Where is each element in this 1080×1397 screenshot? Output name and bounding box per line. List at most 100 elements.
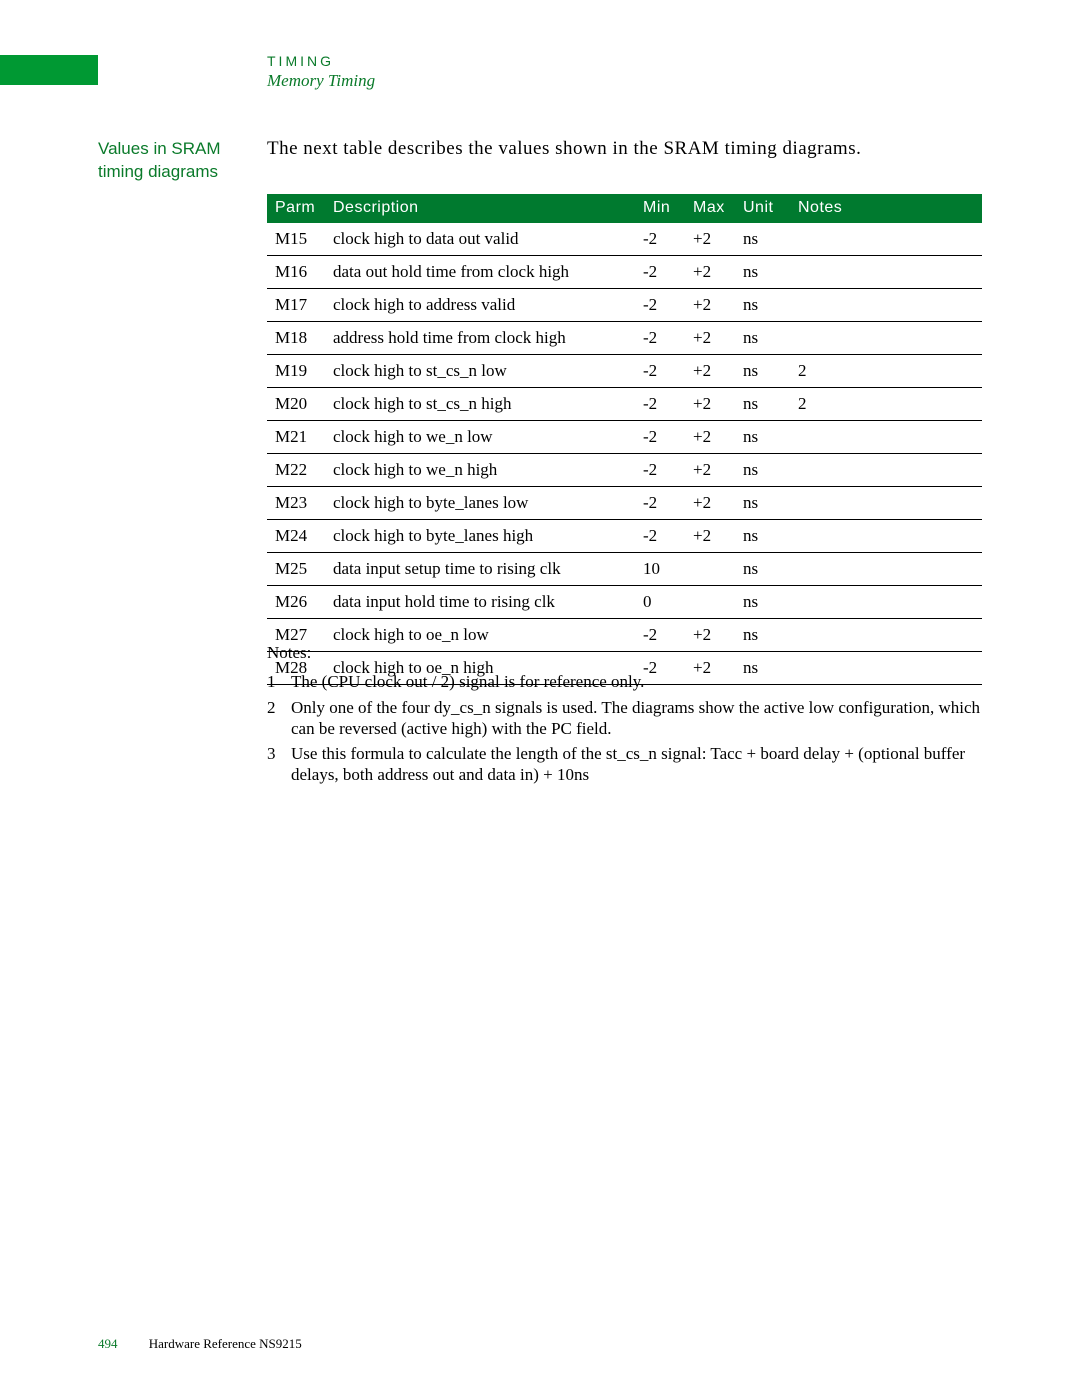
col-header-parm: Parm [267, 194, 325, 223]
cell-notes [790, 487, 982, 520]
cell-desc: clock high to data out valid [325, 223, 635, 256]
cell-min: -2 [635, 289, 685, 322]
cell-max [685, 586, 735, 619]
header-category: TIMING [267, 53, 375, 69]
cell-min: -2 [635, 355, 685, 388]
note-text: Use this formula to calculate the length… [291, 743, 982, 786]
note-item: 2Only one of the four dy_cs_n signals is… [267, 697, 982, 740]
footer-doc-title: Hardware Reference NS9215 [149, 1336, 302, 1351]
cell-parm: M26 [267, 586, 325, 619]
note-number: 3 [267, 743, 291, 786]
table-row: M23clock high to byte_lanes low-2+2ns [267, 487, 982, 520]
table-row: M24clock high to byte_lanes high-2+2ns [267, 520, 982, 553]
cell-parm: M19 [267, 355, 325, 388]
cell-parm: M21 [267, 421, 325, 454]
cell-min: -2 [635, 421, 685, 454]
col-header-min: Min [635, 194, 685, 223]
table-header-row: Parm Description Min Max Unit Notes [267, 194, 982, 223]
cell-unit: ns [735, 388, 790, 421]
cell-unit: ns [735, 256, 790, 289]
cell-min: -2 [635, 223, 685, 256]
footer: 494 Hardware Reference NS9215 [98, 1336, 302, 1352]
cell-max: +2 [685, 520, 735, 553]
cell-desc: data out hold time from clock high [325, 256, 635, 289]
cell-unit: ns [735, 487, 790, 520]
table-row: M22clock high to we_n high-2+2ns [267, 454, 982, 487]
cell-unit: ns [735, 322, 790, 355]
table-row: M20clock high to st_cs_n high-2+2ns2 [267, 388, 982, 421]
cell-parm: M20 [267, 388, 325, 421]
cell-max: +2 [685, 454, 735, 487]
cell-min: -2 [635, 256, 685, 289]
cell-desc: clock high to byte_lanes low [325, 487, 635, 520]
note-text: Only one of the four dy_cs_n signals is … [291, 697, 982, 740]
cell-unit: ns [735, 454, 790, 487]
cell-notes [790, 256, 982, 289]
page: TIMING Memory Timing Values in SRAM timi… [0, 0, 1080, 1397]
col-header-max: Max [685, 194, 735, 223]
section-side-heading: Values in SRAM timing diagrams [98, 138, 248, 184]
cell-max: +2 [685, 223, 735, 256]
cell-desc: clock high to st_cs_n low [325, 355, 635, 388]
cell-notes [790, 223, 982, 256]
header-subtitle: Memory Timing [267, 71, 375, 91]
table-row: M16data out hold time from clock high-2+… [267, 256, 982, 289]
cell-max: +2 [685, 487, 735, 520]
cell-min: 0 [635, 586, 685, 619]
cell-unit: ns [735, 553, 790, 586]
col-header-desc: Description [325, 194, 635, 223]
cell-notes [790, 421, 982, 454]
table-row: M19clock high to st_cs_n low-2+2ns2 [267, 355, 982, 388]
cell-parm: M23 [267, 487, 325, 520]
cell-notes [790, 553, 982, 586]
note-number: 2 [267, 697, 291, 740]
table-row: M18address hold time from clock high-2+2… [267, 322, 982, 355]
cell-desc: clock high to address valid [325, 289, 635, 322]
cell-parm: M17 [267, 289, 325, 322]
cell-parm: M16 [267, 256, 325, 289]
table-row: M17clock high to address valid-2+2ns [267, 289, 982, 322]
cell-min: -2 [635, 487, 685, 520]
note-item: 1The (CPU clock out / 2) signal is for r… [267, 671, 982, 692]
cell-desc: data input hold time to rising clk [325, 586, 635, 619]
cell-desc: clock high to we_n high [325, 454, 635, 487]
cell-desc: address hold time from clock high [325, 322, 635, 355]
cell-unit: ns [735, 223, 790, 256]
cell-max: +2 [685, 322, 735, 355]
table-row: M21clock high to we_n low-2+2ns [267, 421, 982, 454]
table-row: M26data input hold time to rising clk0ns [267, 586, 982, 619]
cell-notes: 2 [790, 388, 982, 421]
note-number: 1 [267, 671, 291, 692]
cell-max: +2 [685, 388, 735, 421]
side-tab [0, 55, 98, 85]
cell-notes [790, 322, 982, 355]
cell-desc: clock high to st_cs_n high [325, 388, 635, 421]
cell-unit: ns [735, 289, 790, 322]
cell-notes [790, 454, 982, 487]
cell-max: +2 [685, 289, 735, 322]
cell-desc: data input setup time to rising clk [325, 553, 635, 586]
cell-unit: ns [735, 355, 790, 388]
col-header-notes: Notes [790, 194, 982, 223]
intro-paragraph: The next table describes the values show… [267, 138, 982, 160]
running-header: TIMING Memory Timing [267, 53, 375, 91]
notes-list: 1The (CPU clock out / 2) signal is for r… [267, 671, 982, 785]
col-header-unit: Unit [735, 194, 790, 223]
table-row: M25data input setup time to rising clk10… [267, 553, 982, 586]
cell-unit: ns [735, 421, 790, 454]
cell-min: -2 [635, 454, 685, 487]
cell-parm: M22 [267, 454, 325, 487]
cell-max [685, 553, 735, 586]
cell-max: +2 [685, 355, 735, 388]
cell-notes [790, 520, 982, 553]
cell-desc: clock high to we_n low [325, 421, 635, 454]
notes-block: Notes: 1The (CPU clock out / 2) signal i… [267, 642, 982, 790]
table-row: M15clock high to data out valid-2+2ns [267, 223, 982, 256]
cell-unit: ns [735, 520, 790, 553]
cell-parm: M25 [267, 553, 325, 586]
cell-min: -2 [635, 388, 685, 421]
cell-parm: M15 [267, 223, 325, 256]
cell-min: -2 [635, 520, 685, 553]
notes-heading: Notes: [267, 642, 982, 663]
cell-notes [790, 289, 982, 322]
